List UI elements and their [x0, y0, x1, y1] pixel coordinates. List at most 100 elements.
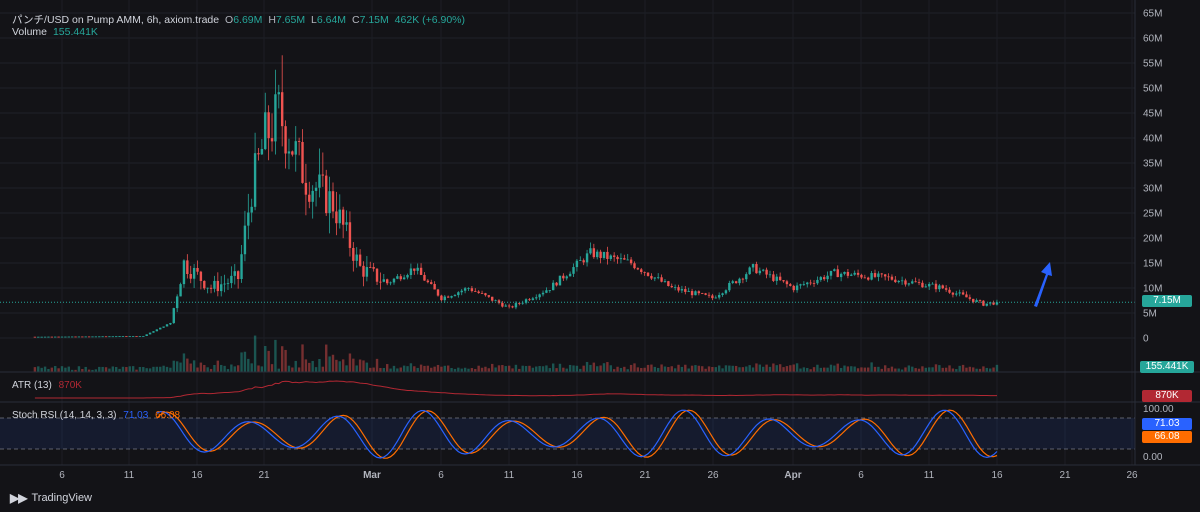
volume-bar: [548, 368, 551, 372]
volume-bar: [457, 367, 460, 372]
volume-bar: [904, 367, 907, 372]
volume-bar: [643, 367, 646, 372]
volume-bar: [274, 339, 277, 372]
candle-body: [274, 94, 277, 142]
volume-bar: [745, 366, 748, 372]
candle-body: [890, 276, 894, 280]
volume-bar: [880, 368, 883, 372]
candle-body: [562, 275, 565, 279]
candle-body: [267, 112, 270, 139]
candle-body: [975, 300, 978, 302]
candle-body: [172, 308, 175, 324]
candle-body: [609, 255, 612, 259]
candle-body: [873, 273, 877, 277]
candle-body: [253, 153, 257, 207]
candle-body: [352, 247, 355, 261]
candle-body: [81, 336, 84, 338]
candle-body: [623, 258, 626, 260]
volume-bar: [619, 367, 623, 372]
volume-bar: [375, 358, 379, 372]
volume-bar: [626, 369, 629, 372]
candle-body: [762, 269, 765, 271]
volume-bar: [501, 365, 504, 372]
tradingview-logo[interactable]: ▶▶ TradingView: [10, 491, 92, 505]
candle-body: [77, 336, 81, 338]
volume-bar: [470, 368, 474, 372]
volume-bar: [70, 369, 74, 372]
candle-body: [355, 254, 358, 261]
volume-bar: [128, 366, 131, 372]
volume-bar: [480, 367, 484, 372]
candle-body: [50, 336, 54, 338]
volume-bar: [978, 368, 982, 372]
volume-bar: [213, 364, 216, 372]
volume-bar: [701, 366, 704, 372]
low-label: L: [311, 14, 317, 26]
volume-bar: [677, 364, 680, 372]
volume-bar: [680, 366, 684, 372]
volume-bar: [545, 365, 548, 372]
volume-bar: [216, 360, 220, 372]
candle-body: [697, 291, 701, 294]
legend-volume: Volume 155.441K: [12, 26, 101, 38]
candle-body: [325, 175, 328, 214]
candle-body: [413, 268, 416, 271]
candle-body: [264, 112, 267, 150]
volume-bar: [843, 365, 846, 372]
volume-bar: [687, 368, 690, 372]
volume-bar: [657, 367, 660, 372]
candle-body: [328, 191, 331, 214]
volume-bar: [148, 368, 152, 372]
volume-bar: [328, 356, 331, 372]
volume-bar: [84, 366, 87, 372]
candle-body: [853, 272, 856, 275]
candle-body: [220, 284, 223, 292]
volume-bar: [297, 367, 301, 372]
candle-body: [446, 296, 450, 298]
candle-body: [250, 206, 253, 213]
candle-body: [738, 278, 741, 284]
grid: [0, 0, 1135, 465]
candle-body: [453, 295, 457, 297]
volume-bar: [890, 366, 894, 372]
candle-body: [911, 281, 914, 284]
volume-bar: [270, 364, 274, 372]
candle-body: [159, 327, 162, 330]
candle-body: [162, 326, 165, 328]
candle-body: [694, 291, 697, 296]
volume-bar: [582, 365, 585, 372]
volume-bar: [518, 368, 521, 372]
candle-body: [518, 303, 521, 304]
volume-bar: [203, 364, 206, 372]
volume-bar: [104, 367, 108, 372]
volume-bar: [907, 365, 911, 372]
candle-body: [897, 280, 900, 283]
volume-bar: [717, 365, 721, 372]
volume-bar: [257, 365, 260, 372]
candle-body: [650, 275, 653, 279]
volume-bar: [54, 366, 57, 372]
candle-body: [294, 141, 297, 155]
candle-body: [660, 277, 663, 282]
volume-bar: [958, 365, 961, 372]
volume-bar: [50, 367, 54, 372]
stoch-legend: Stoch RSI (14, 14, 3, 3) 71.03 66.08: [12, 410, 184, 421]
candle-body: [795, 285, 799, 291]
volume-bar: [734, 365, 738, 372]
candle-body: [179, 284, 182, 297]
volume-bar: [159, 366, 162, 372]
volume-bar: [182, 353, 186, 372]
candle-body: [338, 209, 341, 224]
candle-body: [470, 288, 474, 292]
volume-bar: [223, 365, 226, 372]
volume-bar: [94, 369, 98, 372]
candle-body: [457, 292, 460, 296]
candle-body: [115, 336, 118, 338]
stoch-tick: 100.00: [1143, 404, 1174, 415]
candle-body: [860, 274, 863, 278]
volume-bar: [186, 358, 189, 372]
candle-body: [125, 336, 128, 337]
stoch-tick: 0.00: [1143, 452, 1163, 463]
low-value: 6.64M: [316, 14, 347, 26]
